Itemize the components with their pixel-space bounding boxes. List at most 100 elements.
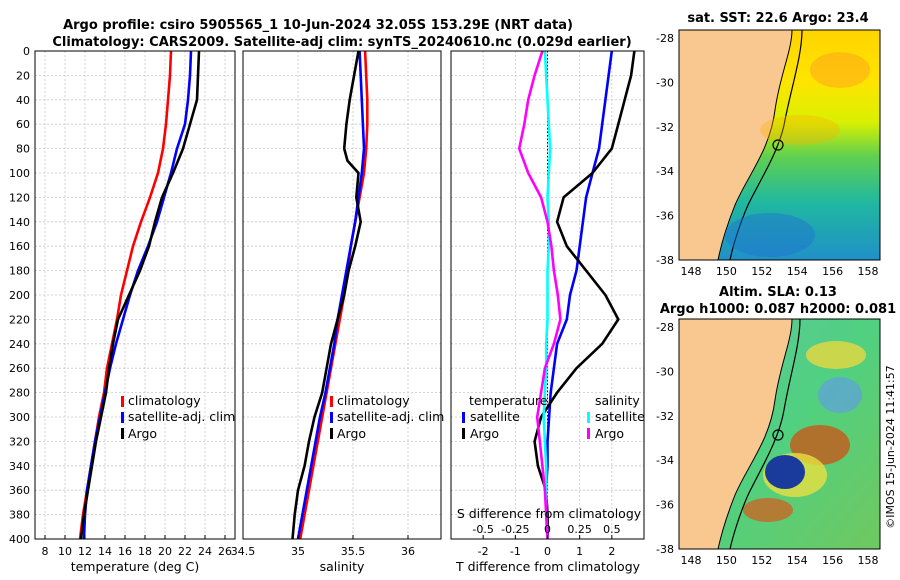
depth-tick-label: 160	[9, 240, 30, 253]
legend-swatch-satellite	[330, 412, 333, 423]
top-tick-label: -0.5	[472, 523, 493, 536]
map-x-tick-label: 158	[858, 265, 879, 278]
difference-legend: temperature satellite Argo salinity sate…	[462, 393, 645, 441]
map-x-tick-label: 154	[787, 554, 808, 567]
figure-title-line1: Argo profile: csiro 5905565_1 10-Jun-202…	[63, 18, 573, 33]
sst-map-frame	[678, 29, 881, 261]
sst-warm-patch	[810, 52, 870, 88]
depth-tick-label: 180	[9, 265, 30, 278]
x-tick-label: 12	[78, 545, 92, 558]
map-y-tick-label: -28	[656, 32, 674, 45]
series-line-satellite-adj-clim	[296, 51, 366, 539]
depth-tick-label: 300	[9, 411, 30, 424]
x-tick-label: 1	[576, 545, 583, 558]
x-tick-label: 20	[158, 545, 172, 558]
map-y-tick-label: -32	[656, 121, 674, 134]
legend-label-climatology: climatology	[337, 393, 410, 408]
depth-tick-label: 220	[9, 313, 30, 326]
legend-label-temp-satellite: satellite	[470, 409, 520, 424]
top-tick-label: 0	[544, 523, 551, 536]
x-tick-label: 14	[98, 545, 112, 558]
depth-tick-label: 340	[9, 460, 30, 473]
legend-label-temp-argo: Argo	[470, 426, 499, 441]
temperature-xlabel: temperature (deg C)	[71, 559, 200, 574]
series-line-argo	[291, 51, 362, 539]
depth-tick-label: 240	[9, 338, 30, 351]
plot-frame	[34, 50, 236, 540]
sla-map-ticks: 148 150 152 154 156 158 -28 -30 -32 -34 -36 -38	[656, 321, 878, 567]
map-y-tick-label: -38	[656, 254, 674, 267]
map-y-tick-label: -38	[656, 543, 674, 556]
x-tick-label: 2	[608, 545, 615, 558]
map-y-tick-label: -32	[656, 410, 674, 423]
legend-swatch-sal-satellite	[587, 412, 590, 423]
legend-swatch-satellite	[121, 412, 124, 423]
map-y-tick-label: -34	[656, 454, 674, 467]
x-tick-label: 35.5	[341, 545, 366, 558]
map-y-tick-label: -36	[656, 499, 674, 512]
top-tick-label: -0.25	[501, 523, 529, 536]
sst-cool-patch	[725, 213, 815, 257]
depth-tick-label: 360	[9, 484, 30, 497]
legend-swatch-sal-argo	[587, 428, 590, 439]
map-x-tick-label: 148	[681, 265, 702, 278]
x-tick-label: 16	[118, 545, 132, 558]
x-tick-label: 26	[218, 545, 232, 558]
sla-coastline	[717, 319, 793, 549]
temperature-panel: 8 10 12 14 16 18 20 22 24 26	[34, 50, 236, 558]
legend-swatch-argo	[121, 428, 124, 439]
sla-map-title-line1: Altim. SLA: 0.13	[719, 285, 837, 300]
x-tick-label: 34.5	[231, 545, 256, 558]
sst-map-ticks: 148 150 152 154 156 158 -28 -30 -32 -34 -36 -38	[656, 32, 878, 278]
sst-shelf-contour	[729, 30, 803, 260]
depth-tick-label: 280	[9, 387, 30, 400]
argo-float-marker	[772, 139, 784, 151]
legend-label-argo: Argo	[128, 426, 157, 441]
depth-axis-ticks: 0 20 40 60 80 100 120 140 160 180 200 220 240 260 280 3…	[9, 45, 30, 546]
legend-label-argo: Argo	[337, 426, 366, 441]
map-x-tick-label: 150	[716, 265, 737, 278]
sst-coastline	[717, 30, 793, 260]
series-group	[291, 51, 369, 539]
map-x-tick-label: 152	[751, 265, 772, 278]
salinity-panel: 34.5 35 35.5 36	[231, 50, 442, 558]
depth-tick-label: 80	[16, 143, 30, 156]
x-tick-label: 24	[198, 545, 212, 558]
salinity-legend: climatology satellite-adj. clim Argo	[330, 393, 444, 441]
map-y-tick-label: -28	[656, 321, 674, 334]
legend-label-sal-satellite: satellite	[595, 409, 645, 424]
series-group	[78, 51, 201, 539]
depth-tick-label: 0	[23, 45, 30, 58]
depth-tick-label: 140	[9, 216, 30, 229]
map-x-tick-label: 150	[716, 554, 737, 567]
legend-swatch-climatology	[121, 396, 124, 407]
sla-negative-anomaly	[818, 377, 862, 413]
x-tick-label: 22	[178, 545, 192, 558]
difference-top-ticks: -0.5 -0.25 0 0.25 0.5	[472, 523, 620, 536]
series-line-temperature-satellite	[544, 51, 614, 539]
map-y-tick-label: -34	[656, 165, 674, 178]
depth-tick-label: 260	[9, 362, 30, 375]
top-tick-label: 0.25	[567, 523, 592, 536]
legend-swatch-climatology	[330, 396, 333, 407]
map-y-tick-label: -36	[656, 210, 674, 223]
series-line-argo	[79, 51, 201, 539]
difference-top-axis-label: S difference from climatology	[457, 506, 642, 521]
plot-frame	[242, 50, 442, 540]
legend-swatch-temp-argo	[462, 428, 465, 439]
depth-tick-label: 100	[9, 167, 30, 180]
argo-float-marker	[772, 429, 784, 441]
map-x-tick-label: 154	[787, 265, 808, 278]
x-tick-label: 0	[544, 545, 551, 558]
x-tick-label: -1	[510, 545, 521, 558]
depth-tick-label: 20	[16, 69, 30, 82]
x-tick-label: 36	[401, 545, 415, 558]
series-group	[517, 51, 636, 539]
series-line-salinity-satellite	[542, 51, 552, 539]
sst-warm-patch	[760, 115, 840, 145]
depth-tick-label: 40	[16, 94, 30, 107]
sst-map-title: sat. SST: 22.6 Argo: 23.4	[687, 11, 868, 26]
x-tick-label: 10	[58, 545, 72, 558]
legend-header-temperature: temperature	[469, 393, 548, 408]
legend-label-sal-argo: Argo	[595, 426, 624, 441]
